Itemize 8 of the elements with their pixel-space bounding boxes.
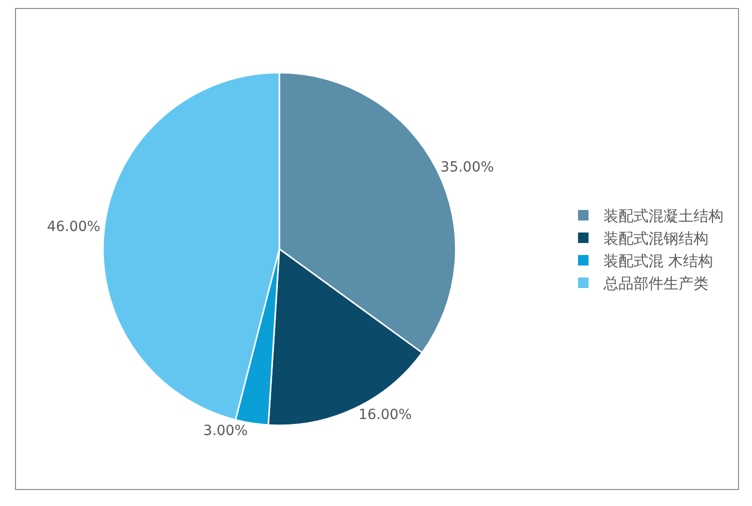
data-label: 46.00% [46, 218, 100, 235]
legend-label: 装配式混钢结构 [603, 230, 708, 248]
data-label: 3.00% [203, 423, 248, 440]
legend-label: 装配式混 木结构 [603, 252, 714, 270]
legend-label: 总品部件生产类 [602, 274, 708, 293]
legend-label: 装配式混凝土结构 [603, 207, 724, 226]
data-label: 16.00% [358, 407, 412, 424]
data-label: 35.00% [440, 159, 494, 176]
